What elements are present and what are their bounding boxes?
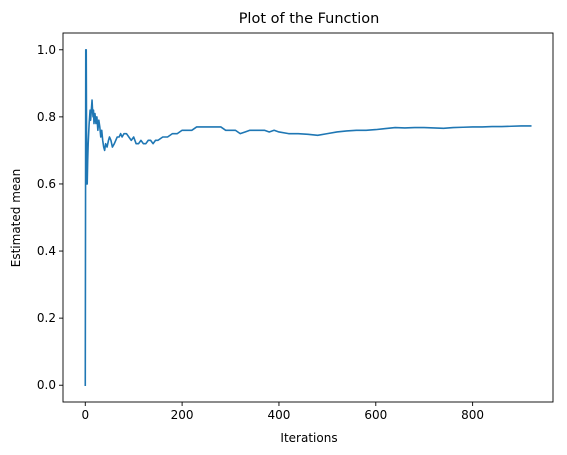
x-axis-label: Iterations [280,431,337,445]
plot-area: 0 200 400 600 800 0.0 0.2 0.4 0.6 0.8 1.0 [37,32,554,422]
x-tick-label: 800 [461,408,484,422]
series-line-0 [84,48,532,387]
y-tick-label: 0.8 [37,110,56,124]
plot-frame [62,32,554,403]
y-tick-label: 0.0 [37,378,56,392]
y-tick-label: 0.2 [37,311,56,325]
x-tick-label: 400 [267,408,290,422]
x-tick-label: 200 [171,408,194,422]
y-tick-label: 0.4 [37,244,56,258]
x-tick-label: 0 [81,408,89,422]
y-tick-label: 0.6 [37,177,56,191]
x-tick-label: 600 [364,408,387,422]
y-tick-label: 1.0 [37,43,56,57]
y-axis-label: Estimated mean [9,169,23,267]
chart-title: Plot of the Function [239,11,380,27]
